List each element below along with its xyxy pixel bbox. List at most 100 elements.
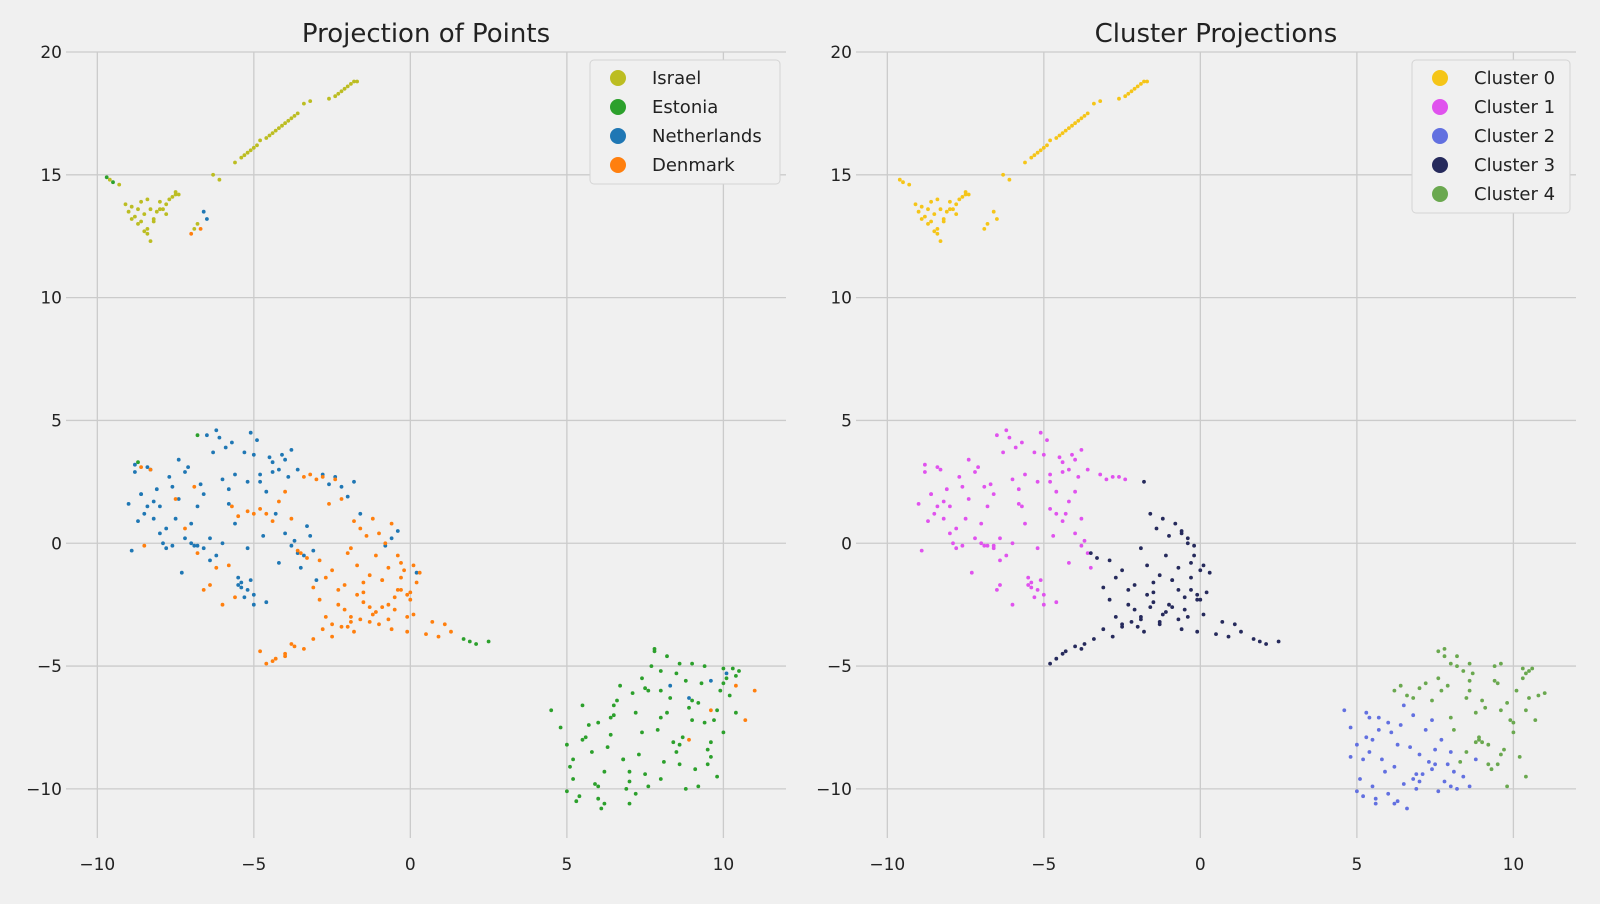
scatter-point xyxy=(1452,728,1456,732)
scatter-point xyxy=(985,222,990,226)
scatter-point xyxy=(158,504,162,509)
scatter-point xyxy=(948,207,952,212)
scatter-point xyxy=(923,470,927,474)
scatter-point xyxy=(633,791,638,796)
scatter-point xyxy=(1533,718,1538,722)
scatter-point xyxy=(342,607,347,612)
scatter-point xyxy=(926,207,930,212)
scatter-point xyxy=(1020,440,1024,445)
scatter-point xyxy=(342,86,347,91)
x-tick-label: 5 xyxy=(561,855,572,875)
scatter-point xyxy=(1477,737,1481,742)
scatter-point xyxy=(1505,784,1509,789)
legend-label: Cluster 0 xyxy=(1474,68,1555,89)
scatter-point xyxy=(658,688,663,693)
scatter-point xyxy=(988,482,993,487)
scatter-point xyxy=(633,710,638,715)
scatter-point xyxy=(377,531,381,536)
scatter-point xyxy=(1010,541,1015,546)
scatter-point xyxy=(1470,671,1475,676)
scatter-point xyxy=(355,592,359,597)
scatter-point xyxy=(1467,784,1472,789)
scatter-point xyxy=(1139,615,1143,619)
scatter-point xyxy=(646,688,651,693)
scatter-point xyxy=(1411,696,1416,700)
scatter-point xyxy=(929,219,933,224)
scatter-point xyxy=(652,647,657,651)
scatter-point xyxy=(408,597,413,602)
scatter-point xyxy=(195,504,200,509)
scatter-point xyxy=(932,212,937,217)
scatter-point xyxy=(395,553,400,558)
scatter-point xyxy=(1148,605,1153,609)
y-tick-label: 20 xyxy=(830,43,852,63)
scatter-point xyxy=(220,602,225,607)
scatter-point xyxy=(170,484,175,489)
scatter-point xyxy=(1023,160,1027,165)
scatter-point xyxy=(690,698,694,703)
scatter-point xyxy=(1098,99,1103,103)
scatter-point xyxy=(349,546,353,551)
scatter-point xyxy=(136,460,140,465)
scatter-point xyxy=(643,686,647,691)
scatter-point xyxy=(486,639,491,644)
y-tick-label: 15 xyxy=(830,166,852,186)
scatter-point xyxy=(1386,791,1391,796)
scatter-point xyxy=(693,767,698,772)
scatter-point xyxy=(201,588,206,592)
scatter-point xyxy=(1483,705,1488,710)
legend-marker xyxy=(610,70,626,86)
scatter-point xyxy=(1123,477,1128,482)
scatter-point xyxy=(1048,507,1052,511)
scatter-point xyxy=(618,683,622,688)
scatter-point xyxy=(264,511,269,516)
scatter-point xyxy=(164,212,169,217)
scatter-point xyxy=(1010,602,1015,607)
scatter-point xyxy=(1157,620,1162,624)
scatter-point xyxy=(1430,767,1434,772)
scatter-point xyxy=(1060,519,1065,523)
scatter-point xyxy=(314,578,319,582)
scatter-point xyxy=(345,551,350,555)
scatter-point xyxy=(1126,602,1131,607)
scatter-point xyxy=(389,536,394,541)
scatter-point xyxy=(709,740,713,745)
scatter-point xyxy=(1063,511,1068,516)
legend-marker xyxy=(1432,186,1448,202)
scatter-point xyxy=(370,612,375,617)
scatter-point xyxy=(1473,710,1478,715)
scatter-point xyxy=(236,575,241,580)
scatter-point xyxy=(198,482,203,487)
scatter-point xyxy=(1401,782,1406,786)
scatter-point xyxy=(1492,678,1497,683)
scatter-point xyxy=(208,583,212,587)
scatter-point xyxy=(1016,502,1021,506)
scatter-point xyxy=(251,602,256,607)
scatter-point xyxy=(1348,755,1353,759)
scatter-point xyxy=(1430,698,1434,703)
scatter-point xyxy=(596,784,601,789)
legend-box xyxy=(589,59,781,185)
scatter-point xyxy=(339,484,344,489)
scatter-point xyxy=(142,229,147,234)
scatter-point xyxy=(264,600,269,605)
scatter-point xyxy=(173,516,178,521)
scatter-point xyxy=(596,796,601,801)
scatter-point xyxy=(1442,654,1447,659)
scatter-point xyxy=(935,197,940,202)
scatter-point xyxy=(687,737,691,742)
scatter-point xyxy=(211,172,216,177)
scatter-point xyxy=(308,99,313,103)
scatter-point xyxy=(405,629,410,634)
scatter-point xyxy=(380,605,385,609)
scatter-point xyxy=(1004,428,1009,433)
scatter-point xyxy=(158,199,162,204)
scatter-point xyxy=(355,563,359,568)
legend-label: Netherlands xyxy=(652,126,762,147)
scatter-point xyxy=(302,553,306,558)
scatter-point xyxy=(1001,172,1005,177)
scatter-point xyxy=(976,465,980,469)
scatter-point xyxy=(1048,479,1052,484)
scatter-point xyxy=(1195,592,1200,597)
